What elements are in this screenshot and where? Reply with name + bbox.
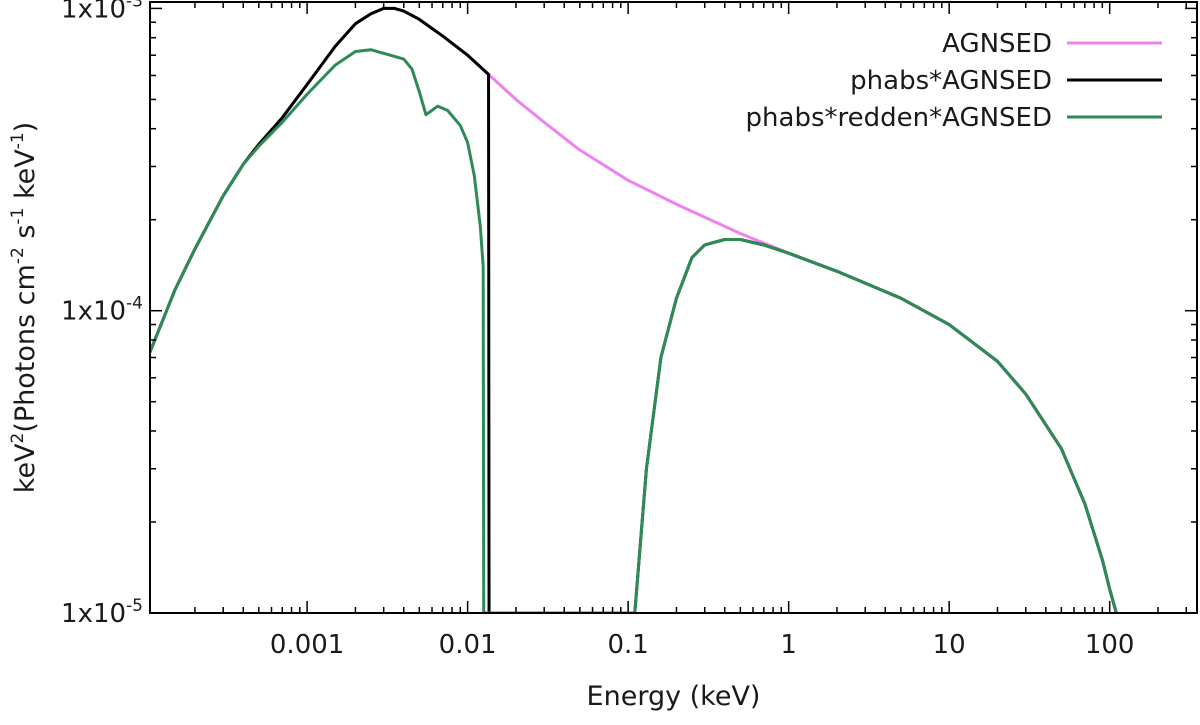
x-tick-label: 0.01 <box>439 630 497 660</box>
x-tick-label: 0.1 <box>607 630 648 660</box>
x-tick-label: 10 <box>933 630 966 660</box>
legend-label: phabs*redden*AGNSED <box>746 103 1052 133</box>
legend-label: AGNSED <box>942 29 1052 59</box>
plot-frame <box>149 1 1198 614</box>
y-tick-label: 1x10-5 <box>61 596 143 629</box>
x-tick-label: 0.001 <box>270 630 344 660</box>
series-line-1 <box>150 6 1118 613</box>
legend: AGNSED phabs*AGNSED phabs*redden*AGNSED <box>746 29 1162 133</box>
y-axis-title: keV2(Photons cm-2 s-1 keV-1) <box>8 122 41 493</box>
x-tick-label: 1 <box>780 630 797 660</box>
y-tick-label: 1x10-4 <box>61 294 143 327</box>
labels-layer: 0.001 0.01 0.1 1 10 100 1x10-5 1x10-4 1x10-3 Ener… <box>8 0 1134 712</box>
legend-label: phabs*AGNSED <box>850 66 1052 96</box>
y-tick-label: 1x10-3 <box>61 0 143 24</box>
x-tick-label: 100 <box>1085 630 1135 660</box>
series-line-2 <box>150 48 1118 613</box>
x-axis-title: Energy (keV) <box>587 681 761 712</box>
series-layer <box>150 6 1118 613</box>
